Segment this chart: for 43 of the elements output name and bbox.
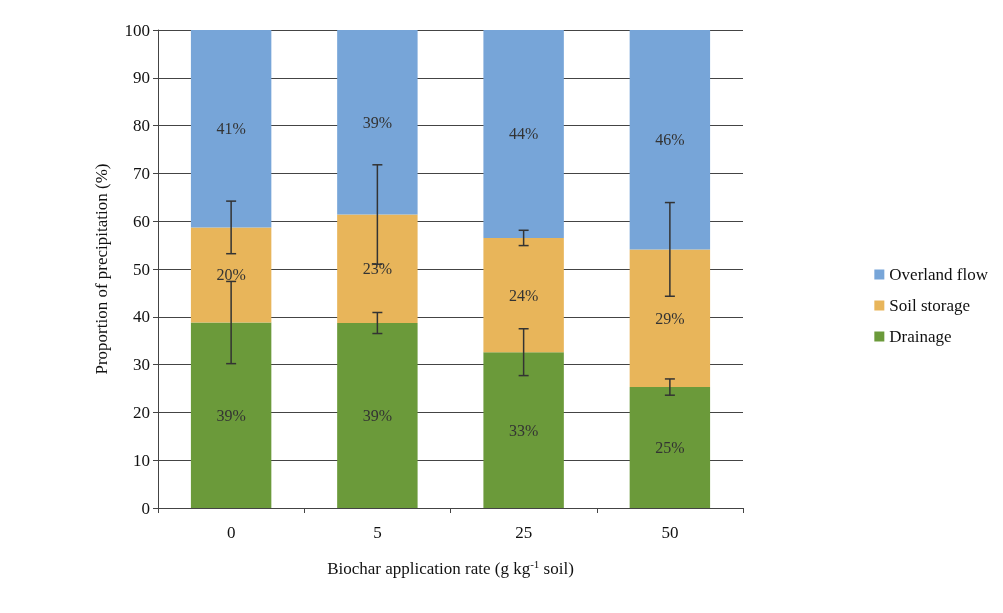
data-label: 41% [216, 120, 246, 138]
bar [337, 214, 418, 324]
y-tick-label: 100 [124, 20, 150, 40]
bar [483, 30, 564, 238]
bar [629, 249, 711, 388]
y-tick-label: 50 [133, 259, 150, 279]
legend-label: Overland flow [889, 265, 989, 284]
data-label: 29% [655, 309, 685, 327]
bar [483, 352, 564, 508]
data-label: 24% [508, 286, 539, 304]
bar [190, 227, 272, 323]
bar [483, 237, 564, 353]
bar [190, 322, 272, 508]
data-label: 46% [655, 131, 685, 149]
y-tick-label: 60 [133, 211, 150, 231]
y-tick-label: 90 [133, 68, 150, 88]
bar [337, 30, 418, 215]
data-label: 25% [655, 439, 685, 457]
y-tick-label: 10 [133, 450, 150, 470]
y-tick-label: 0 [141, 498, 150, 518]
data-label: 44% [508, 125, 539, 143]
bar [629, 387, 711, 508]
bar [190, 30, 272, 228]
y-tick-label: 80 [133, 116, 150, 136]
x-tick-label: 5 [373, 523, 382, 542]
data-label: 33% [508, 421, 539, 439]
y-tick-label: 70 [133, 163, 150, 183]
x-tick-label: 25 [515, 523, 533, 542]
legend-label: Soil storage [889, 296, 971, 315]
y-tick-label: 20 [133, 402, 150, 422]
y-tick-label: 40 [133, 307, 150, 327]
bar [337, 323, 418, 508]
legend-label: Drainage [889, 327, 952, 346]
data-label: 23% [362, 260, 393, 278]
bar [629, 30, 711, 250]
data-label: 39% [362, 113, 393, 131]
x-tick-label: 50 [661, 523, 679, 542]
x-tick-label: 0 [226, 523, 236, 542]
data-label: 20% [216, 266, 246, 284]
data-label: 39% [362, 407, 393, 425]
y-axis-title: Proportion of precipitation (%) [92, 163, 111, 375]
y-tick-label: 30 [133, 355, 150, 375]
data-label: 39% [216, 406, 246, 424]
